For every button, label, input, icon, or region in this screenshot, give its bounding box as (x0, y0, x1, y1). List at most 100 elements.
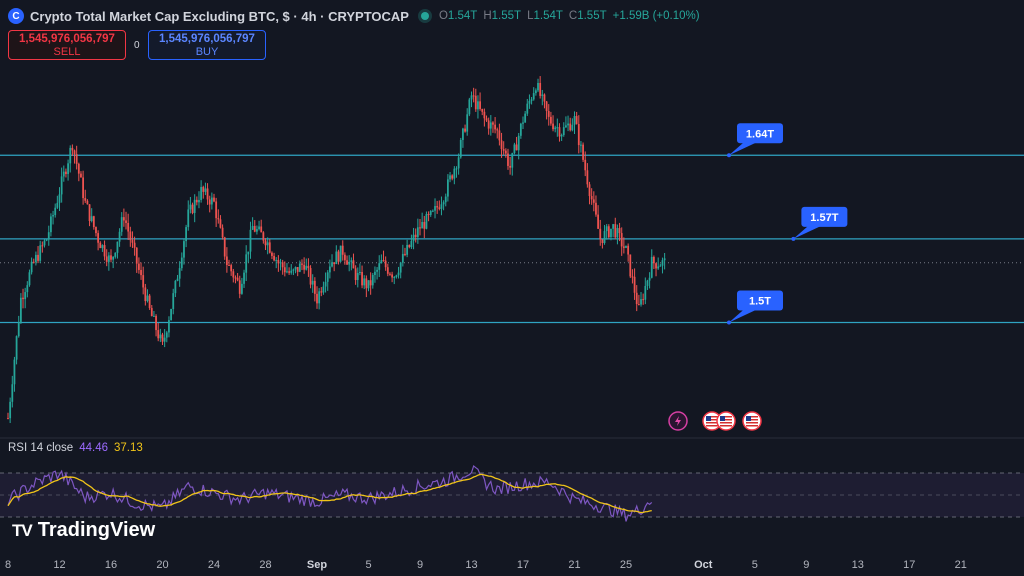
candle-body (556, 127, 559, 129)
candle (657, 257, 660, 270)
rsi-legend[interactable]: RSI 14 close 44.46 37.13 (8, 442, 143, 454)
candle (277, 255, 280, 272)
candle (116, 241, 119, 259)
candle-body (236, 277, 239, 281)
grid (0, 262, 1024, 439)
candle (228, 259, 230, 266)
level-label-box[interactable] (737, 123, 783, 144)
candle-body (118, 231, 121, 242)
candle (303, 257, 306, 274)
candle-body (232, 271, 235, 278)
level-label-box[interactable] (737, 290, 783, 311)
candle (97, 230, 100, 251)
candle-body (84, 198, 87, 201)
candle (183, 238, 185, 265)
candle (412, 227, 415, 250)
candle-body (313, 280, 316, 294)
candle-body (281, 262, 284, 268)
rsi-value: 44.46 (79, 442, 108, 454)
candle-body (492, 122, 494, 125)
candle (380, 254, 383, 264)
candle (144, 283, 147, 306)
candle (414, 228, 417, 243)
candle (374, 266, 376, 283)
buy-price: 1,545,976,056,797 (159, 33, 255, 45)
low-value: 1.54T (533, 10, 563, 22)
candle (77, 162, 80, 182)
candle (236, 273, 239, 282)
flag-canton (746, 416, 751, 421)
candle (627, 243, 630, 262)
candle (573, 111, 576, 135)
candle-body (453, 168, 456, 179)
tradingview-logo[interactable]: TV TradingView (12, 519, 155, 542)
candle (453, 166, 456, 185)
candle (652, 255, 655, 269)
candle (612, 223, 615, 238)
candle-body (19, 297, 22, 323)
symbol-title[interactable]: Crypto Total Market Cap Excluding BTC, $… (30, 8, 409, 24)
tradingview-wordmark: TradingView (37, 519, 156, 541)
event-markers[interactable] (668, 411, 762, 431)
candle (431, 209, 434, 213)
us-flag-event-icon[interactable] (716, 411, 736, 431)
candle (446, 174, 449, 202)
candle (62, 165, 65, 182)
candle (150, 305, 153, 317)
candle-body (26, 285, 29, 293)
candle-body (200, 186, 203, 200)
candle-body (221, 227, 224, 238)
candle-body (249, 229, 252, 252)
candle-body (549, 116, 552, 124)
candle (133, 236, 136, 256)
candle-body (519, 123, 522, 136)
candle (208, 195, 211, 213)
candle (47, 225, 50, 246)
candle-body (22, 297, 24, 300)
candle-body (446, 179, 449, 197)
candle (65, 168, 67, 178)
candle-body (532, 93, 535, 100)
high-value: 1.55T (491, 10, 522, 22)
candle (268, 239, 271, 254)
candle-body (271, 252, 273, 256)
candle (625, 245, 627, 249)
candle (444, 193, 447, 207)
candle (648, 272, 651, 289)
candle-body (172, 293, 175, 310)
candle-body (341, 245, 344, 255)
candle-body (116, 241, 119, 253)
candle (165, 330, 168, 343)
candle (37, 246, 39, 264)
candle-body (607, 226, 610, 238)
lightning-event-icon[interactable] (668, 411, 688, 431)
candle (642, 293, 645, 305)
candle-body (90, 216, 93, 221)
support-resistance-levels[interactable]: 1.64T 1.57T 1.5T (0, 123, 1024, 325)
sell-button[interactable]: 1,545,976,056,797 SELL (8, 30, 126, 60)
candle-body (256, 229, 258, 232)
candle (178, 261, 181, 287)
level-label-text: 1.57T (810, 212, 838, 224)
candle (622, 237, 625, 254)
candle-body (416, 227, 419, 237)
candle (605, 224, 608, 240)
candle-body (183, 241, 185, 258)
candle-body (144, 287, 147, 302)
buy-button[interactable]: 1,545,976,056,797 BUY (148, 30, 266, 60)
candle-body (498, 130, 501, 141)
candle-body (588, 184, 591, 197)
candle-body (361, 271, 363, 286)
candle-body (459, 139, 462, 158)
candle (513, 142, 516, 155)
level-label-box[interactable] (801, 206, 848, 227)
flag-stripe (720, 422, 732, 424)
candle-body (496, 129, 499, 131)
candle-body (595, 202, 597, 215)
candle-body (436, 206, 439, 208)
candle (125, 211, 127, 230)
us-flag-event-icon[interactable] (742, 411, 762, 431)
candle (466, 108, 469, 136)
candle-body (408, 244, 411, 248)
